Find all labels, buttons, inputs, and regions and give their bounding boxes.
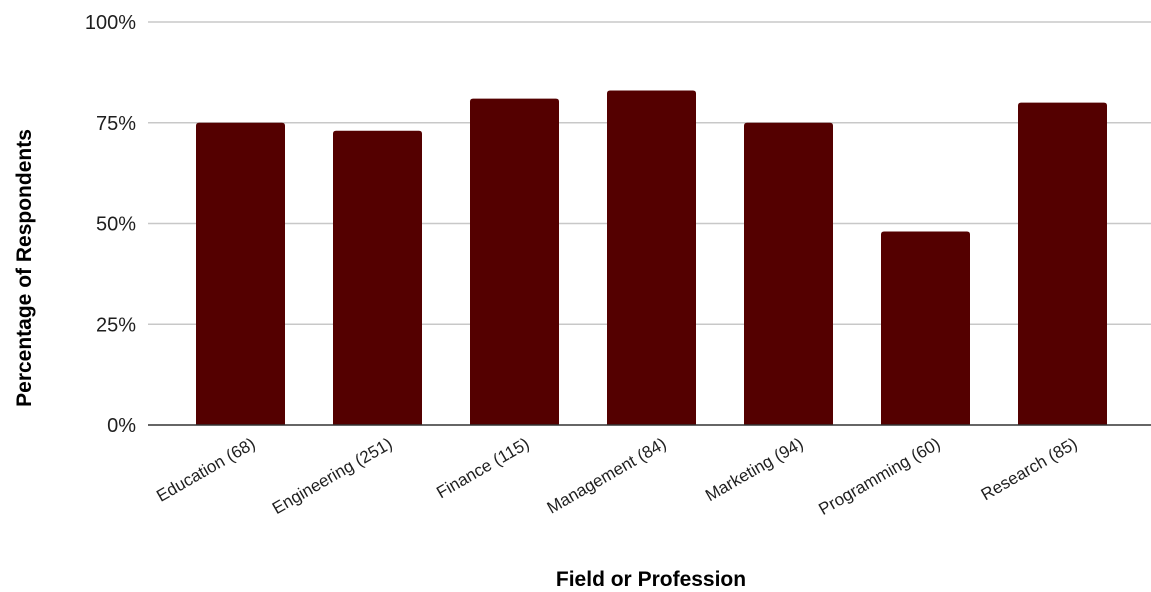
y-tick-label: 25% (96, 314, 136, 336)
x-axis-title: Field or Profession (556, 568, 746, 591)
x-axis-labels: Education (68) Engineering (251) Finance (… (153, 434, 1080, 519)
bar (470, 98, 559, 425)
x-tick-label: Engineering (251) (269, 434, 396, 518)
bars (196, 90, 1107, 425)
y-tick-label: 75% (96, 113, 136, 135)
y-axis-title: Percentage of Respondents (13, 129, 36, 407)
bar (744, 122, 833, 425)
y-axis-ticks: 0% 25% 50% 75% 100% (85, 12, 136, 437)
y-tick-label: 0% (107, 415, 136, 437)
bar (333, 130, 422, 425)
x-tick-label: Education (68) (153, 434, 258, 506)
bar (881, 231, 970, 425)
bar (607, 90, 696, 425)
y-tick-label: 50% (96, 214, 136, 236)
bar (196, 122, 285, 425)
bar (1018, 102, 1107, 425)
x-tick-label: Research (85) (978, 434, 1081, 504)
x-tick-label: Finance (115) (433, 434, 532, 502)
y-tick-label: 100% (85, 12, 136, 34)
x-tick-label: Programming (60) (815, 434, 943, 519)
x-tick-label: Management (84) (544, 434, 670, 518)
x-tick-label: Marketing (94) (702, 434, 806, 505)
